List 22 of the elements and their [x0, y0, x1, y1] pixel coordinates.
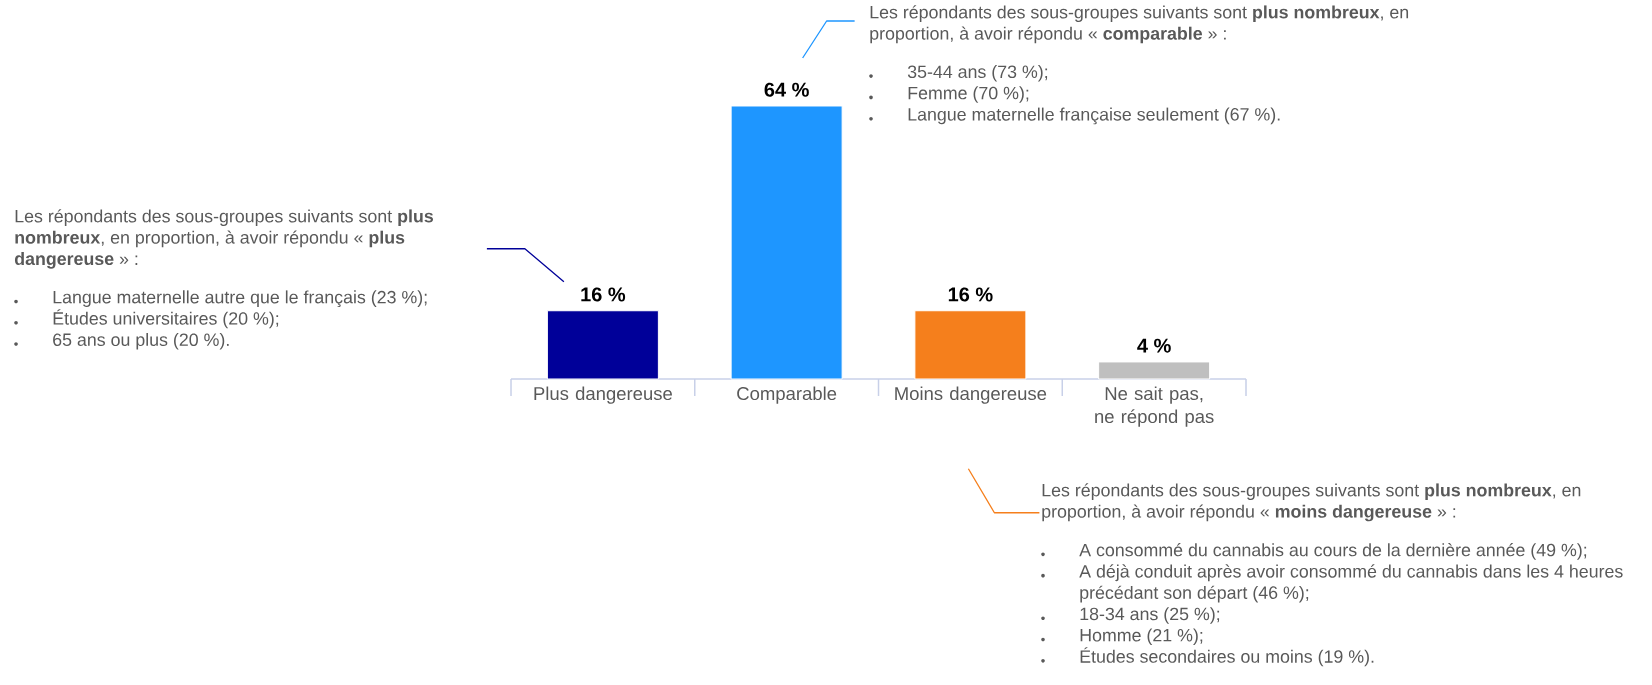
data-label: 64 %: [764, 82, 809, 97]
data-label: 16 %: [948, 287, 993, 302]
annotation: Langue maternelle française seulement (67 %).: [908, 107, 1280, 125]
x-tick-label: Comparable: [737, 386, 837, 404]
data-label: 4 %: [1137, 338, 1171, 353]
text: Homme (21 %);: [1080, 628, 1203, 646]
text: Études universitaires (20 %);: [53, 309, 279, 329]
data-label: 16 %: [581, 287, 626, 302]
x-tick-label: Moins dangereuse: [895, 386, 1047, 404]
text: Études secondaires ou moins (19 %).: [1080, 647, 1374, 667]
text: Les répondants des sous-groupes suivants sont plus nombreux, en proportion, à avoir répondu « plus dangereuse » :: [14, 209, 434, 269]
text: Les répondants des sous-groupes suivants sont plus nombreux, en proportion, à avoir répondu « moins dangereuse » :: [1042, 483, 1581, 522]
text: A consommé du cannabis au cours de la dernière année (49 %);: [1079, 543, 1587, 560]
text: 18-34 ans (25 %);: [1080, 607, 1220, 624]
x-tick-label: Ne sait pas, ne répond pas: [1095, 386, 1214, 427]
text: Femme (70 %);: [908, 86, 1029, 103]
text: Langue maternelle autre que le français (23 %);: [53, 290, 427, 308]
text: 35-44 ans (73 %);: [907, 65, 1048, 82]
text: Les répondants des sous-groupes suivants sont plus nombreux, en proportion, à avoir répondu « comparable » :: [870, 5, 1409, 44]
text: A déjà conduit après avoir consommé du cannabis dans les 4 heures précédant son départ (46 %);: [1079, 564, 1623, 603]
text: 65 ans ou plus (20 %).: [53, 332, 229, 350]
x-tick-label: Plus dangereuse: [534, 386, 672, 404]
